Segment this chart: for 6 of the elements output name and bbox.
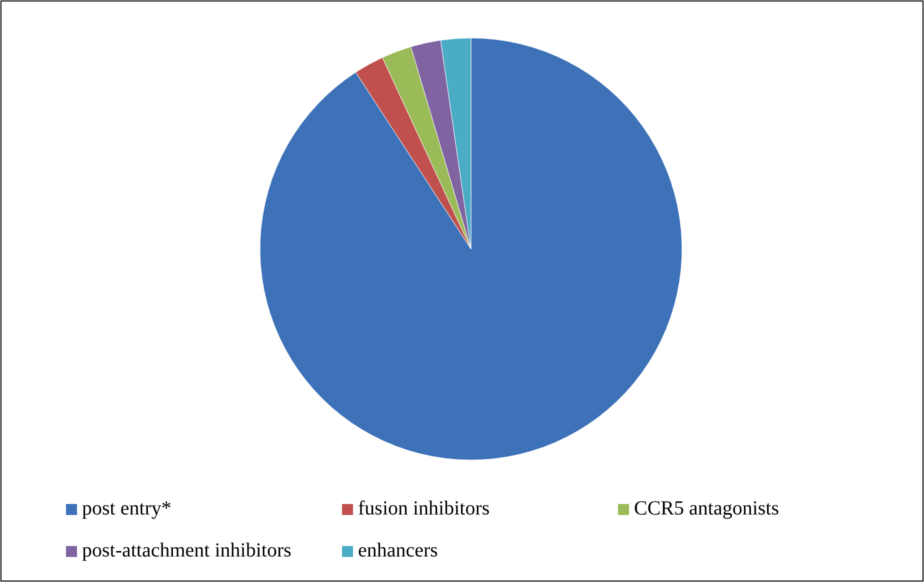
legend-label: enhancers bbox=[358, 540, 438, 562]
legend-label: post-attachment inhibitors bbox=[82, 540, 292, 562]
legend-label: CCR5 antagonists bbox=[634, 498, 780, 520]
legend-label: post entry* bbox=[82, 498, 172, 520]
pie-slice bbox=[260, 38, 682, 460]
legend-label: fusion inhibitors bbox=[358, 498, 490, 520]
